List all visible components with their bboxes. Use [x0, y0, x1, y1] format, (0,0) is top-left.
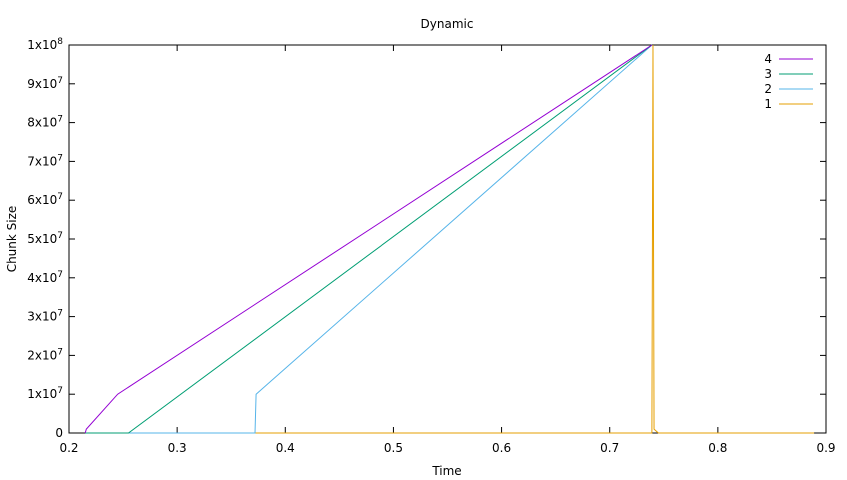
x-tick-label: 0.7: [600, 441, 619, 455]
y-tick-label: 7x107: [27, 153, 63, 168]
series-layer: [84, 44, 815, 434]
legend-label: 1: [764, 97, 772, 111]
x-axis-title: Time: [431, 464, 461, 478]
series-line-2: [86, 44, 653, 434]
y-tick-label: 3x107: [27, 309, 63, 324]
y-tick-label: 4x107: [27, 270, 63, 285]
y-tick-label: 1x107: [27, 386, 63, 401]
y-tick-label: 5x107: [27, 231, 63, 246]
y-tick-label: 0: [55, 426, 63, 440]
series-line-4: [84, 44, 653, 434]
series-line-1: [86, 44, 815, 434]
y-tick-label: 9x107: [27, 76, 63, 91]
x-tick-label: 0.9: [816, 441, 835, 455]
legend-label: 3: [764, 67, 772, 81]
x-tick-label: 0.8: [708, 441, 727, 455]
y-tick-label: 6x107: [27, 192, 63, 207]
y-tick-label: 2x107: [27, 347, 63, 362]
x-tick-label: 0.5: [384, 441, 403, 455]
y-tick-label: 1x108: [27, 37, 63, 52]
chart-title: Dynamic: [421, 17, 474, 31]
legend-label: 4: [764, 52, 772, 66]
legend-label: 2: [764, 82, 772, 96]
y-axis-title: Chunk Size: [5, 206, 19, 273]
x-tick-label: 0.4: [276, 441, 295, 455]
series-line-3: [85, 44, 653, 434]
axes: 0.2 0.3 0.4 0.5 0.6 0.7 0.8 0.9 0 1x107 2x107 3x107…: [27, 37, 835, 455]
plot-border: [68, 44, 827, 434]
x-tick-label: 0.2: [59, 441, 78, 455]
x-tick-label: 0.6: [492, 441, 511, 455]
x-tick-label: 0.3: [168, 441, 187, 455]
y-tick-label: 8x107: [27, 115, 63, 130]
